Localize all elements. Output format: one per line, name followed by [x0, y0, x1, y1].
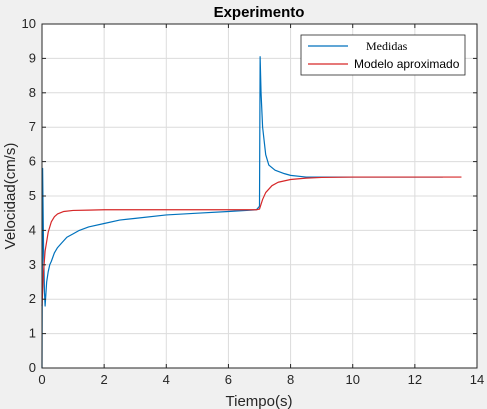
legend: Medidas Modelo aproximado [300, 34, 466, 76]
x-tick-label: 8 [287, 372, 294, 387]
y-tick-label: 6 [29, 154, 36, 169]
y-tick-label: 3 [29, 257, 36, 272]
series-line-medidas [41, 56, 443, 369]
y-tick-label: 0 [29, 360, 36, 375]
legend-label-modelo: Modelo aproximado [354, 57, 460, 71]
x-tick-label: 0 [38, 372, 45, 387]
y-tick-label: 8 [29, 85, 36, 100]
x-tick-label: 12 [408, 372, 422, 387]
y-tick-label: 10 [22, 16, 36, 31]
y-tick-label: 1 [29, 326, 36, 341]
x-tick-label: 4 [163, 372, 170, 387]
x-tick-label: 6 [225, 372, 232, 387]
x-tick-label: 2 [101, 372, 108, 387]
y-tick-label: 5 [29, 188, 36, 203]
x-axis-label: Tiempo(s) [226, 393, 293, 409]
axis-ticks [41, 23, 478, 369]
x-tick-label: 14 [470, 372, 484, 387]
y-tick-label: 4 [29, 222, 36, 237]
y-tick-label: 7 [29, 119, 36, 134]
legend-label-medidas: Medidas [366, 39, 408, 53]
legend-box [300, 34, 466, 76]
series-layer [41, 56, 462, 369]
y-axis-label: Velocidad(cm/s) [2, 143, 19, 250]
y-tick-label: 2 [29, 291, 36, 306]
chart-title: Experimento [214, 4, 305, 21]
y-tick-label: 9 [29, 50, 36, 65]
series-line-modelo-aproximado [41, 176, 462, 307]
x-tick-label: 10 [345, 372, 359, 387]
